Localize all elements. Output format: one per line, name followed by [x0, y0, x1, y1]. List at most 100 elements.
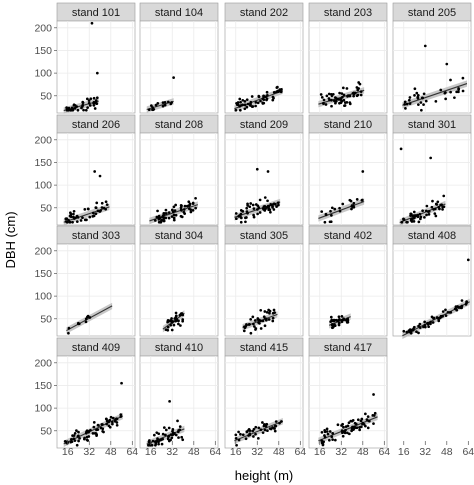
- data-point: [120, 381, 123, 385]
- data-point: [65, 220, 69, 224]
- data-point: [177, 436, 180, 439]
- data-point: [94, 101, 98, 104]
- data-point: [338, 91, 341, 95]
- data-point: [245, 206, 249, 210]
- data-point: [457, 88, 460, 92]
- data-point: [271, 316, 275, 320]
- data-point: [323, 430, 327, 434]
- data-point: [269, 202, 273, 206]
- data-point: [181, 313, 185, 317]
- data-point: [343, 430, 346, 434]
- facet-strip-label: stand 408: [408, 230, 456, 242]
- data-point: [360, 417, 364, 421]
- x-tick-label: 64: [462, 446, 474, 458]
- data-point: [248, 104, 252, 107]
- data-point: [465, 301, 468, 305]
- y-tick-label: 200: [34, 357, 52, 369]
- data-point: [323, 220, 327, 224]
- data-point: [429, 320, 432, 324]
- facet-panel: stand 301: [392, 114, 472, 226]
- y-tick-labels: 50 100 150 200 50 100 150 200 50 100 150 200 50 100 15…: [34, 22, 57, 437]
- data-point: [86, 106, 89, 109]
- data-point: [366, 426, 370, 430]
- data-point: [180, 215, 184, 219]
- data-point: [346, 431, 349, 435]
- data-point: [94, 206, 98, 210]
- data-point: [246, 102, 250, 106]
- data-point: [442, 194, 446, 198]
- data-point: [174, 433, 178, 437]
- data-point: [236, 101, 240, 104]
- data-point: [69, 215, 73, 219]
- y-tick-label: 200: [34, 22, 52, 34]
- data-point: [158, 438, 162, 442]
- data-point: [412, 214, 416, 217]
- data-point: [271, 98, 275, 102]
- facet-plot-area: [139, 20, 219, 114]
- facet-strip-label: stand 415: [240, 342, 288, 354]
- data-point: [245, 98, 249, 102]
- x-tick-label: 48: [105, 446, 117, 458]
- data-point: [119, 415, 123, 419]
- data-point: [254, 327, 258, 330]
- data-point: [77, 430, 80, 434]
- data-point: [250, 95, 254, 98]
- data-point: [81, 103, 85, 107]
- data-point: [372, 393, 375, 396]
- data-point: [417, 220, 421, 224]
- data-point: [444, 314, 448, 318]
- data-point: [341, 434, 345, 438]
- data-point: [360, 198, 364, 202]
- data-point: [358, 426, 361, 429]
- data-point: [161, 104, 165, 108]
- data-point: [70, 438, 73, 441]
- data-point: [172, 76, 175, 79]
- facet-plot-area: [392, 20, 472, 114]
- data-point: [364, 424, 367, 428]
- data-point: [180, 435, 184, 439]
- data-point: [265, 98, 268, 102]
- data-point: [266, 199, 269, 203]
- data-point: [189, 210, 193, 214]
- data-point: [415, 91, 419, 95]
- data-point: [403, 103, 407, 106]
- data-point: [156, 102, 160, 105]
- data-point: [67, 218, 70, 222]
- data-point: [423, 215, 426, 219]
- x-tick-label: 32: [83, 446, 95, 458]
- data-point: [164, 428, 168, 432]
- data-point: [320, 210, 324, 213]
- data-point: [241, 433, 245, 437]
- data-point: [98, 210, 102, 213]
- data-point: [86, 314, 90, 318]
- x-tick-label: 32: [335, 446, 347, 458]
- data-point: [332, 319, 336, 323]
- data-point: [431, 321, 435, 324]
- data-point: [254, 432, 257, 436]
- data-point: [247, 323, 251, 326]
- data-point: [170, 317, 173, 320]
- data-point: [172, 216, 176, 220]
- data-point: [256, 101, 260, 105]
- data-point: [341, 86, 345, 90]
- data-point: [243, 99, 247, 103]
- data-point: [179, 204, 183, 207]
- data-point: [169, 323, 173, 327]
- data-point: [105, 203, 109, 207]
- data-point: [273, 429, 277, 433]
- data-point: [194, 196, 197, 200]
- data-point: [329, 209, 332, 213]
- data-point: [91, 214, 95, 218]
- data-point: [92, 100, 96, 104]
- data-point: [248, 205, 252, 209]
- data-point: [172, 205, 176, 209]
- data-point: [421, 96, 425, 100]
- data-point: [87, 101, 91, 105]
- data-point: [371, 414, 375, 417]
- data-point: [341, 422, 344, 426]
- data-point: [334, 100, 337, 103]
- facet-strip-label: stand 208: [155, 119, 203, 131]
- data-point: [345, 321, 349, 324]
- data-point: [85, 218, 88, 222]
